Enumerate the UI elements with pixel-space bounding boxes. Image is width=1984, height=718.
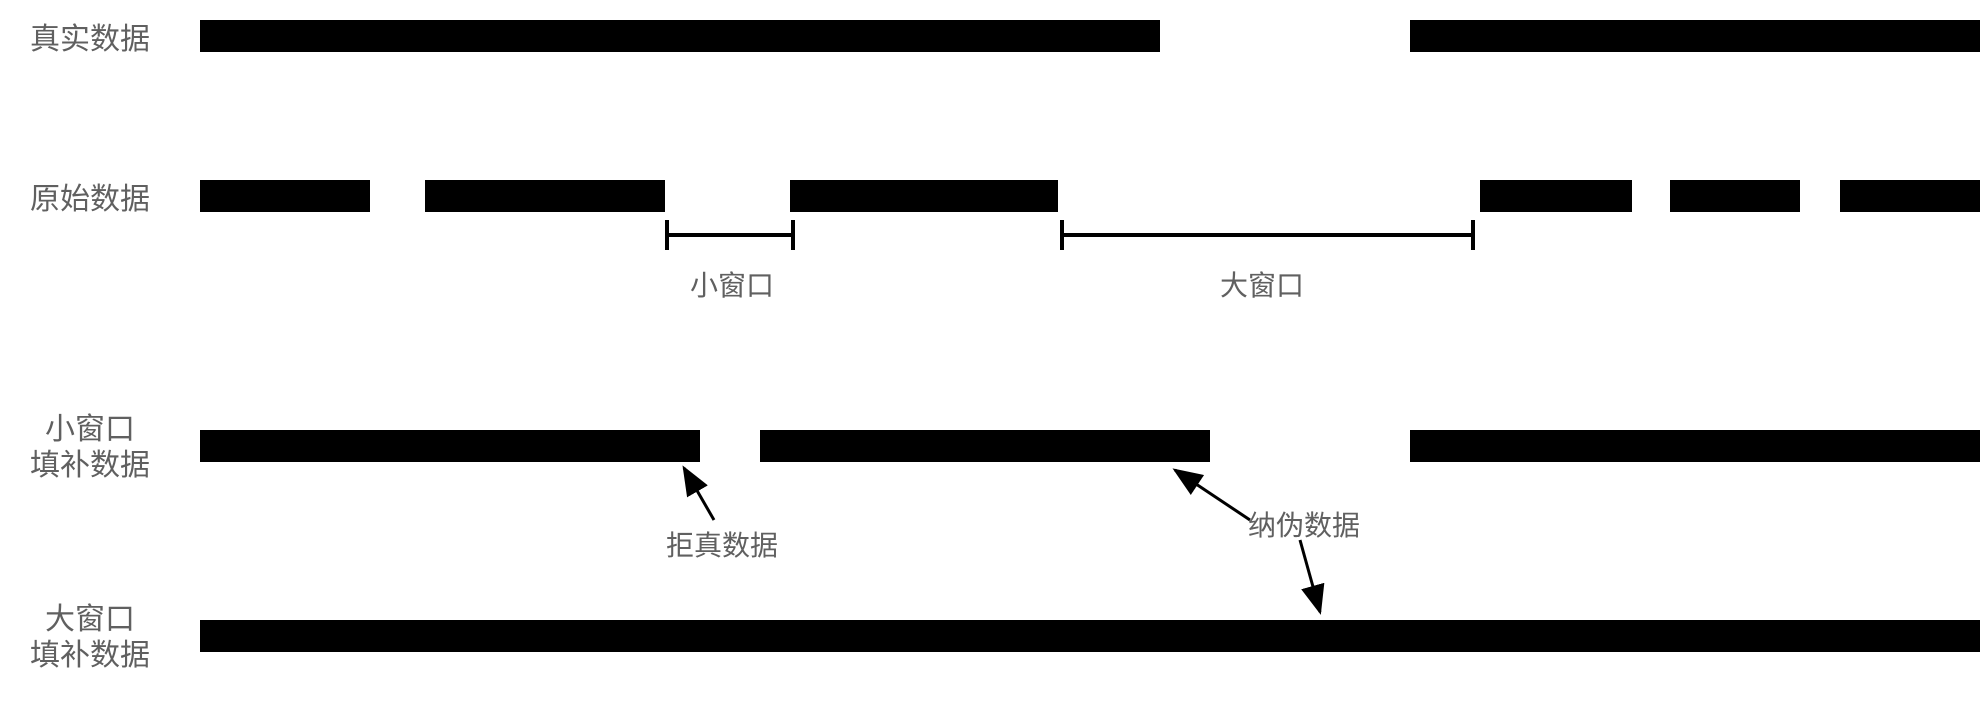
bracket-end — [791, 220, 795, 250]
bar-segment — [1410, 430, 1980, 462]
bracket-small-window — [665, 220, 795, 250]
label-raw-data: 原始数据 — [30, 182, 150, 218]
bar-segment — [1410, 20, 1980, 52]
annotation-accept-false: 纳伪数据 — [1248, 504, 1360, 544]
bar-segment — [200, 180, 370, 212]
bracket-large-label: 大窗口 — [1220, 264, 1304, 304]
bar-segment — [1480, 180, 1632, 212]
bar-segment — [1840, 180, 1980, 212]
bracket-line — [1060, 233, 1475, 237]
bar-segment — [790, 180, 1058, 212]
annotation-reject-true: 拒真数据 — [666, 524, 778, 564]
bar-area-1 — [200, 20, 1979, 60]
bar-segment — [760, 430, 1210, 462]
label-large-window-fill: 大窗口 填补数据 — [30, 602, 150, 674]
row-raw-data: 原始数据 — [0, 180, 1984, 220]
bracket-small-label: 小窗口 — [690, 264, 774, 304]
arrow-reject-true — [0, 0, 1984, 718]
row-small-window-fill: 小窗口 填补数据 — [0, 430, 1984, 490]
row-real-data: 真实数据 — [0, 20, 1984, 60]
bracket-line — [665, 233, 795, 237]
bar-area-3 — [200, 430, 1979, 490]
bar-segment — [200, 620, 1980, 652]
bar-segment — [200, 430, 700, 462]
bar-area-4 — [200, 620, 1979, 680]
label-real-data: 真实数据 — [30, 22, 150, 58]
bracket-large-window — [1060, 220, 1475, 250]
bar-segment — [425, 180, 665, 212]
bracket-end — [1471, 220, 1475, 250]
row-large-window-fill: 大窗口 填补数据 — [0, 620, 1984, 680]
label-small-window-fill: 小窗口 填补数据 — [30, 412, 150, 484]
bar-area-2 — [200, 180, 1979, 220]
bar-segment — [1670, 180, 1800, 212]
bar-segment — [200, 20, 1160, 52]
